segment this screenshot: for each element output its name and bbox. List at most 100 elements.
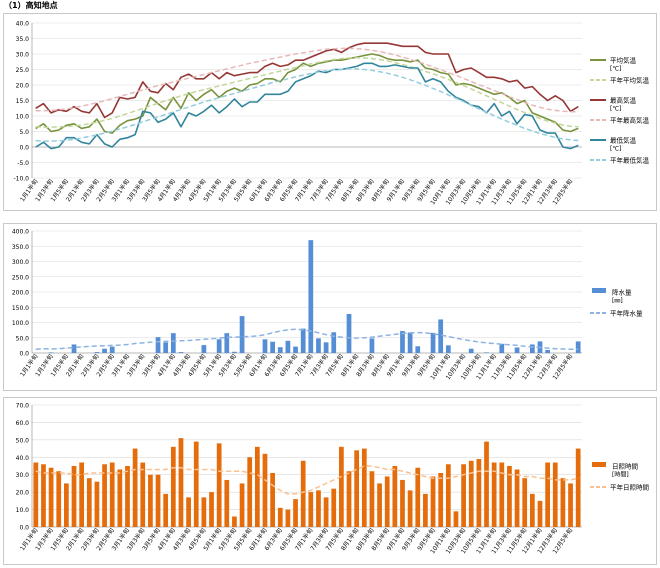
normal-max-temp-point <box>386 52 388 54</box>
normal-precipitation-point <box>279 330 281 332</box>
precipitation-bar <box>369 338 375 353</box>
normal-min-temp-legend-label: 平年最低気温 <box>610 156 650 165</box>
normal-sunshine-point <box>104 472 105 474</box>
normal-sunshine-point <box>35 470 37 472</box>
max-temp-point <box>172 89 174 90</box>
normal-precipitation-point <box>562 348 564 350</box>
normal-precipitation-point <box>363 337 365 339</box>
normal-precipitation-point <box>165 341 167 342</box>
sunshine-bar <box>392 466 398 527</box>
normal-max-temp-point <box>218 70 220 72</box>
max-temp-point <box>279 66 281 67</box>
normal-avg-temp-point <box>570 125 571 127</box>
normal-max-temp-point <box>134 91 136 93</box>
normal-max-temp-point <box>88 104 90 105</box>
normal-avg-temp-point <box>341 58 342 60</box>
avg-temp-point <box>455 84 457 86</box>
normal-min-temp-point <box>409 79 411 81</box>
normal-sunshine-point <box>341 476 342 477</box>
normal-max-temp-point <box>348 48 350 49</box>
normal-min-temp-point <box>318 71 319 73</box>
sunshine-bar <box>308 492 314 527</box>
min-temp-point <box>88 143 90 145</box>
normal-max-temp-point <box>35 110 37 112</box>
normal-precipitation-point <box>272 332 273 334</box>
normal-min-temp-point <box>142 121 144 123</box>
normal-avg-temp-point <box>470 88 472 90</box>
normal-precipitation-point <box>371 336 373 338</box>
sunshine-bar <box>33 462 39 527</box>
min-temp-point <box>386 66 388 67</box>
normal-avg-temp-point <box>486 95 487 97</box>
precipitation-bar <box>346 313 352 353</box>
y-tick-label: 15.0 <box>16 98 30 105</box>
normal-avg-temp-point <box>455 82 457 83</box>
max-temp-point <box>554 95 556 97</box>
normal-sunshine-point <box>516 474 518 476</box>
sunshine-bar <box>125 466 130 527</box>
normal-avg-temp-point <box>577 126 579 128</box>
normal-precipitation-point <box>157 341 159 343</box>
avg-temp-point <box>81 128 83 129</box>
normal-sunshine-point <box>554 479 556 481</box>
precipitation-bar <box>323 342 329 353</box>
normal-precipitation-point <box>287 329 289 331</box>
normal-sunshine-point <box>333 479 335 481</box>
normal-max-temp-point <box>287 55 289 56</box>
min-temp-point <box>165 118 167 120</box>
sunshine-bar <box>331 488 337 527</box>
avg-temp-point <box>386 58 388 60</box>
avg-temp-point <box>524 100 526 101</box>
avg-temp-point <box>310 66 312 67</box>
sunshine-bar <box>285 509 291 527</box>
avg-temp-point <box>104 131 105 132</box>
normal-min-temp-point <box>509 121 510 123</box>
avg-temp-point <box>287 72 289 73</box>
normal-min-temp-point <box>150 119 151 120</box>
normal-sunshine-point <box>356 469 358 470</box>
min-temp-point <box>218 112 220 114</box>
max-temp-point <box>188 73 189 75</box>
max-temp-point <box>325 50 327 52</box>
normal-max-temp-point <box>509 96 510 98</box>
normal-sunshine-point <box>195 469 197 470</box>
precipitation-bar <box>308 240 314 353</box>
normal-precipitation-point <box>73 347 75 348</box>
precipitation-bar <box>163 342 169 353</box>
normal-max-temp-point <box>195 75 197 77</box>
max-temp-point <box>66 111 67 112</box>
max-temp-point <box>486 76 487 78</box>
max-temp-point <box>241 73 243 75</box>
normal-min-temp-point <box>165 114 167 115</box>
normal-avg-temp-point <box>348 57 350 59</box>
sunshine-bar <box>79 462 85 527</box>
normal-max-temp-point <box>249 62 251 64</box>
max-temp-legend-unit: [℃] <box>610 106 621 113</box>
normal-precipitation-point <box>241 336 243 338</box>
avg-temp-point <box>188 92 189 94</box>
normal-avg-temp-point <box>119 115 121 117</box>
normal-precipitation-point <box>432 333 434 335</box>
normal-max-temp-point <box>325 49 327 50</box>
min-temp-point <box>50 148 52 149</box>
max-temp-point <box>234 75 235 77</box>
normal-precipitation-line <box>35 328 579 351</box>
min-temp-point <box>35 146 37 148</box>
normal-min-temp-point <box>379 71 380 73</box>
normal-min-temp-point <box>417 82 419 83</box>
normal-precipitation-point <box>310 330 312 332</box>
normal-max-temp-point <box>539 106 541 108</box>
min-temp-point <box>203 111 205 112</box>
sunshine-bar <box>155 474 161 527</box>
normal-min-temp-point <box>402 76 403 78</box>
normal-max-temp-point <box>493 90 495 91</box>
normal-sunshine-point <box>119 472 121 474</box>
normal-avg-temp-point <box>524 112 526 113</box>
avg-temp-point <box>127 120 128 121</box>
sunshine-bar <box>247 457 253 527</box>
min-temp-point <box>562 146 564 148</box>
normal-min-temp-point <box>134 124 136 125</box>
normal-precipitation-point <box>577 348 579 350</box>
avg-temp-point <box>119 124 121 126</box>
normal-sunshine-point <box>570 479 571 481</box>
